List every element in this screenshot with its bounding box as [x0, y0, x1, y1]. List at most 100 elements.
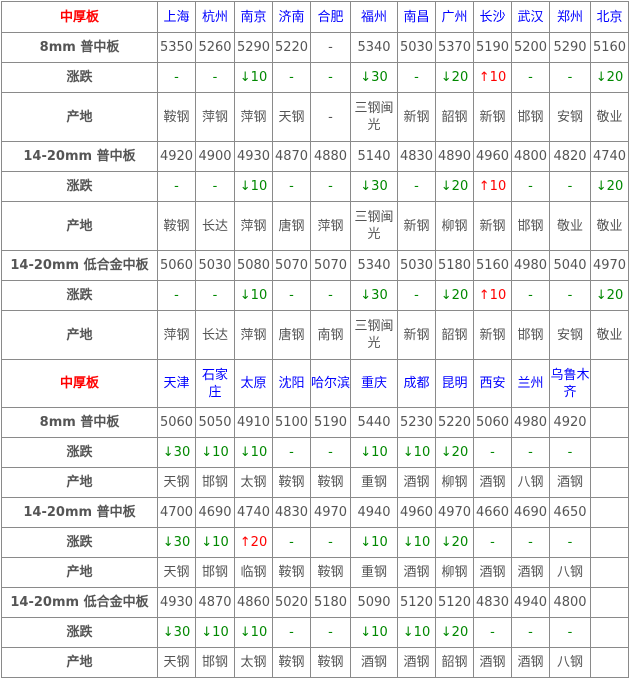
origin-cell: 酒钢 — [473, 467, 512, 498]
origin-cell: 长达 — [195, 201, 235, 251]
change-label: 涨跌 — [1, 437, 158, 468]
change-cell: - — [549, 280, 591, 311]
origin-cell: 邯钢 — [195, 467, 235, 498]
origin-cell: 邯钢 — [511, 92, 550, 142]
change-cell: ↓20 — [435, 62, 474, 93]
origin-cell: 三钢闽光 — [350, 201, 398, 251]
price-cell: 4800 — [549, 587, 591, 618]
price-cell: 4890 — [435, 141, 474, 172]
origin-cell: 天钢 — [157, 647, 196, 678]
change-cell: ↓10 — [350, 527, 398, 558]
price-cell: 4940 — [350, 497, 398, 528]
origin-cell: 唐钢 — [272, 201, 311, 251]
change-cell: - — [473, 617, 512, 648]
origin-cell: 唐钢 — [272, 310, 311, 360]
price-cell: 4920 — [157, 141, 196, 172]
origin-cell: 太钢 — [234, 467, 273, 498]
change-cell: - — [473, 527, 512, 558]
change-cell: - — [272, 280, 311, 311]
city-header: 郑州 — [549, 1, 591, 33]
origin-cell: 萍钢 — [234, 201, 273, 251]
price-cell: 5030 — [397, 32, 436, 63]
price-row: 14-20mm 普中板 4920 4900 4930 4870 4880 5140 4830 4… — [1, 141, 629, 172]
origin-row: 产地 天钢 邯钢 太钢 鞍钢 鞍钢 重钢 酒钢 柳钢 酒钢 八钢 酒钢 — [1, 467, 629, 498]
price-cell: 5340 — [350, 250, 398, 281]
origin-row: 产地 鞍钢 长达 萍钢 唐钢 萍钢 三钢闽光 新钢 柳钢 新钢 邯钢 敬业 敬业 — [1, 201, 629, 251]
change-cell: - — [310, 62, 351, 93]
origin-cell: 萍钢 — [195, 92, 235, 142]
change-cell: ↓30 — [350, 62, 398, 93]
city-header: 长沙 — [473, 1, 512, 33]
change-cell: ↓10 — [195, 617, 235, 648]
price-cell: 4740 — [234, 497, 273, 528]
price-cell: 5050 — [195, 407, 235, 438]
change-cell: - — [157, 280, 196, 311]
change-label: 涨跌 — [1, 171, 158, 202]
price-cell: 5060 — [157, 407, 196, 438]
origin-cell: 鞍钢 — [310, 467, 351, 498]
city-header: 天津 — [157, 359, 196, 408]
change-cell: ↓20 — [590, 62, 629, 93]
price-cell: 4830 — [272, 497, 311, 528]
price-cell: 4930 — [234, 141, 273, 172]
origin-cell: 萍钢 — [157, 310, 196, 360]
origin-cell: 鞍钢 — [310, 647, 351, 678]
origin-cell: 鞍钢 — [310, 557, 351, 588]
origin-cell: 鞍钢 — [157, 92, 196, 142]
city-header: 西安 — [473, 359, 512, 408]
change-cell: - — [549, 62, 591, 93]
price-cell: 4870 — [272, 141, 311, 172]
city-header: 南京 — [234, 1, 273, 33]
change-cell: ↓20 — [435, 617, 474, 648]
origin-row: 产地 鞍钢 萍钢 萍钢 天钢 - 三钢闽光 新钢 韶钢 新钢 邯钢 安钢 敬业 — [1, 92, 629, 142]
change-cell: - — [272, 437, 311, 468]
change-row: 涨跌 - - ↓10- - ↓30- ↓20 ↑10- - ↓20 — [1, 171, 629, 202]
change-cell: ↓30 — [350, 280, 398, 311]
price-cell: 5080 — [234, 250, 273, 281]
change-cell: ↓20 — [590, 171, 629, 202]
change-cell: ↓20 — [590, 280, 629, 311]
change-cell: ↑10 — [473, 280, 512, 311]
price-row: 14-20mm 低合金中板 4930 4870 4860 5020 5180 5090 512… — [1, 587, 629, 618]
product-name: 14-20mm 低合金中板 — [1, 587, 158, 618]
change-cell: ↓10 — [234, 280, 273, 311]
change-cell: ↑10 — [473, 171, 512, 202]
origin-cell: 敬业 — [590, 310, 629, 360]
change-cell: ↓20 — [435, 171, 474, 202]
price-cell: 5230 — [397, 407, 436, 438]
origin-cell: 重钢 — [350, 557, 398, 588]
city-header: 成都 — [397, 359, 436, 408]
price-cell: 5440 — [350, 407, 398, 438]
origin-cell: 三钢闽光 — [350, 310, 398, 360]
change-cell: ↑10 — [473, 62, 512, 93]
origin-cell: 柳钢 — [435, 557, 474, 588]
change-cell — [590, 437, 629, 468]
change-cell: - — [310, 527, 351, 558]
origin-cell: 三钢闽光 — [350, 92, 398, 142]
price-cell: 4740 — [590, 141, 629, 172]
origin-label: 产地 — [1, 310, 158, 360]
change-cell: ↓10 — [350, 617, 398, 648]
price-cell: 4960 — [473, 141, 512, 172]
change-row: 涨跌 ↓30 ↓10 ↑20- - ↓10 ↓10 ↓20- - - — [1, 527, 629, 558]
price-cell: 4970 — [590, 250, 629, 281]
price-cell: 4820 — [549, 141, 591, 172]
origin-cell: 南钢 — [310, 310, 351, 360]
change-row: 涨跌 - - ↓10- - ↓30- ↓20 ↑10- - ↓20 — [1, 280, 629, 311]
change-cell: - — [511, 527, 550, 558]
change-cell: - — [511, 280, 550, 311]
section-title: 中厚板 — [1, 359, 158, 408]
city-header: 北京 — [590, 1, 629, 33]
price-cell: 5190 — [473, 32, 512, 63]
price-cell — [590, 587, 629, 618]
change-cell: ↓10 — [397, 527, 436, 558]
header-row: 中厚板 上海 杭州 南京 济南 合肥 福州 南昌 广州 长沙 武汉 郑州 北京 — [1, 1, 629, 33]
origin-row: 产地 萍钢 长达 萍钢 唐钢 南钢 三钢闽光 新钢 韶钢 新钢 邯钢 安钢 敬业 — [1, 310, 629, 360]
origin-cell: 萍钢 — [234, 92, 273, 142]
price-cell: 4700 — [157, 497, 196, 528]
change-cell: ↓30 — [350, 171, 398, 202]
price-cell: 4940 — [511, 587, 550, 618]
price-cell: 5340 — [350, 32, 398, 63]
change-cell: ↓30 — [157, 617, 196, 648]
origin-cell: 酒钢 — [397, 467, 436, 498]
